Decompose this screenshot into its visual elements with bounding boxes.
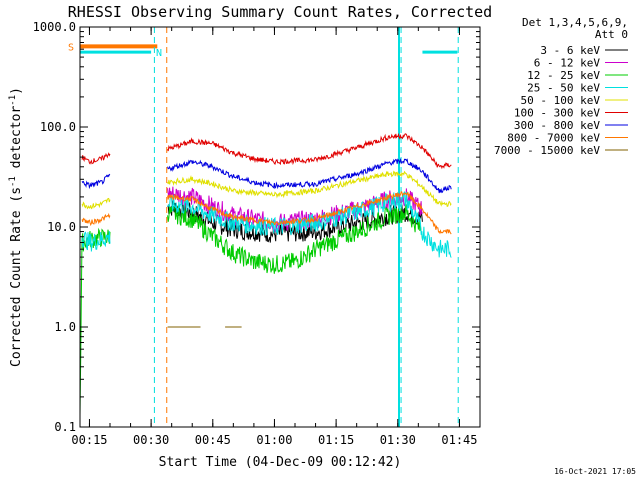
- y-axis-label-sup-2: -1: [8, 95, 18, 106]
- x-tick-label: 01:00: [256, 433, 292, 447]
- x-tick-label: 00:30: [133, 433, 169, 447]
- series-line: [81, 212, 111, 227]
- y-tick-label: 1.0: [54, 320, 76, 334]
- y-tick-label: 10.0: [47, 220, 76, 234]
- series-line: [81, 231, 111, 252]
- series-line: [167, 170, 452, 208]
- x-tick-label: 00:45: [195, 433, 231, 447]
- flags-layer: SN: [68, 27, 459, 427]
- x-axis-label: Start Time (04-Dec-09 00:12:42): [159, 455, 402, 470]
- legend-label: 7000 - 15000 keV: [494, 144, 600, 157]
- legend-label: 300 - 800 keV: [514, 119, 600, 132]
- series-line: [81, 173, 111, 190]
- legend-label: 25 - 50 keV: [527, 82, 600, 95]
- y-axis-label: Corrected Count Rate (s-1 detector-1): [8, 87, 24, 367]
- x-axis: 00:15 00:30 00:45 01:00 01:15 01:30 01:45: [71, 27, 481, 447]
- y-axis-label-main: Corrected Count Rate (s: [9, 187, 24, 367]
- legend-header-line-2: Att 0: [595, 28, 628, 41]
- footer-timestamp: 16-Oct-2021 17:05: [554, 467, 636, 476]
- series-line: [167, 200, 423, 243]
- series-layer: [80, 132, 452, 416]
- legend-label: 100 - 300 keV: [514, 107, 600, 120]
- y-axis-label-tail: ): [9, 87, 24, 95]
- series-line: [167, 204, 423, 274]
- series-line: [167, 157, 452, 194]
- series-7: [81, 191, 452, 235]
- legend-label: 12 - 25 keV: [527, 69, 600, 82]
- series-0: [167, 200, 423, 243]
- y-tick-label: 0.1: [54, 420, 76, 434]
- series-line: [167, 191, 452, 235]
- series-line: [167, 191, 452, 258]
- series-6: [81, 157, 452, 194]
- x-tick-label: 01:15: [318, 433, 354, 447]
- night-flag-label: N: [156, 48, 162, 59]
- y-axis-label-mid: detector: [9, 106, 24, 177]
- saa-flag-label: S: [68, 42, 74, 53]
- series-4: [81, 170, 452, 210]
- series-line: [81, 152, 111, 165]
- series-line: [167, 132, 452, 170]
- y-axis-label-sup-1: -1: [8, 176, 18, 187]
- legend-header-line-1: Det 1,3,4,5,6,9,: [522, 16, 628, 29]
- series-line: [81, 197, 111, 210]
- legend-label: 6 - 12 keV: [534, 57, 601, 70]
- series-3: [81, 191, 452, 258]
- legend-label: 800 - 7000 keV: [507, 132, 600, 145]
- legend-label: 3 - 6 keV: [540, 44, 600, 57]
- x-tick-label: 01:30: [380, 433, 416, 447]
- legend-label: 50 - 100 keV: [521, 94, 601, 107]
- x-tick-label: 01:45: [441, 433, 477, 447]
- y-axis: 1000.0 100.0 10.0 1.0 0.1: [33, 20, 480, 434]
- y-tick-label: 1000.0: [33, 20, 76, 34]
- series-line: [80, 227, 111, 416]
- y-tick-label: 100.0: [40, 120, 76, 134]
- chart-title: RHESSI Observing Summary Count Rates, Co…: [68, 3, 492, 21]
- x-tick-label: 00:15: [71, 433, 107, 447]
- series-5: [81, 132, 452, 170]
